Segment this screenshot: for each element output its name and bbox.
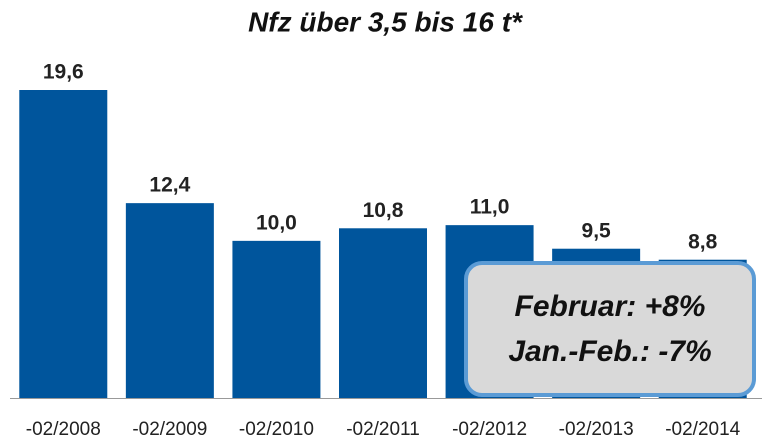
x-tick-label: -02/2010 xyxy=(239,419,314,440)
x-tick-label: -02/2008 xyxy=(26,419,101,440)
data-label: 11,0 xyxy=(470,196,510,219)
x-tick-label: -02/2012 xyxy=(452,419,527,440)
annotation: Jan.-Feb.: -7% xyxy=(508,335,711,368)
annotation: Februar: +8% xyxy=(515,290,706,323)
x-tick-label: -02/2013 xyxy=(559,419,634,440)
annotation-box xyxy=(464,261,756,397)
data-label: 10,0 xyxy=(256,211,297,234)
data-label: 9,5 xyxy=(582,219,612,242)
bar xyxy=(339,228,427,398)
x-tick-label: -02/2009 xyxy=(132,419,207,440)
x-tick-label: -02/2014 xyxy=(665,419,740,440)
bar xyxy=(125,203,214,398)
data-label: 19,6 xyxy=(43,61,84,84)
chart-title: Nfz über 3,5 bis 16 t* xyxy=(248,6,523,37)
data-label: 10,8 xyxy=(363,199,404,222)
bar xyxy=(232,240,321,398)
data-label: 8,8 xyxy=(688,230,718,253)
x-tick-label: -02/2011 xyxy=(346,419,420,440)
data-label: 12,4 xyxy=(149,174,190,197)
bar xyxy=(19,90,108,398)
